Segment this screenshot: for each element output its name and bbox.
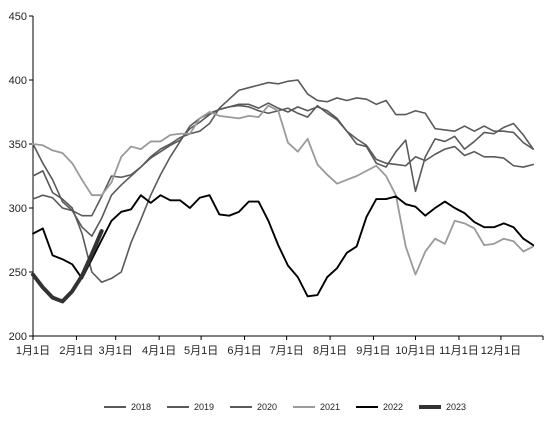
x-tick-label: 7月1日 — [270, 345, 304, 357]
series-line-2020 — [32, 104, 534, 284]
x-tick-label: 2月1日 — [59, 345, 93, 357]
y-tick-label: 450 — [9, 11, 27, 23]
x-tick-label: 10月1日 — [395, 345, 435, 357]
legend-label-2021: 2021 — [320, 402, 340, 412]
y-axis-ticks: 200 250 300 350 400 450 — [9, 11, 33, 343]
y-tick-label: 350 — [9, 139, 27, 151]
x-tick-label: 9月1日 — [356, 345, 390, 357]
x-tick-label: 6月1日 — [227, 345, 261, 357]
x-tick-label: 4月1日 — [142, 345, 176, 357]
legend-label-2023: 2023 — [446, 402, 466, 412]
x-tick-label: 12月1日 — [481, 345, 521, 357]
legend-label-2022: 2022 — [383, 402, 403, 412]
x-tick-label: 11月1日 — [439, 345, 479, 357]
series-lines — [31, 79, 535, 304]
legend: 2018 2019 2020 2021 2022 2023 — [104, 402, 466, 412]
x-tick-label: 8月1日 — [313, 345, 347, 357]
y-tick-label: 400 — [9, 75, 27, 87]
series-line-2022 — [32, 194, 535, 298]
x-tick-label: 3月1日 — [99, 345, 133, 357]
y-tick-label: 250 — [9, 267, 27, 279]
y-tick-label: 300 — [9, 203, 27, 215]
legend-label-2018: 2018 — [131, 402, 151, 412]
x-axis-ticks: 1月1日 2月1日 3月1日 4月1日 5月1日 6月1日 7月1日 8月1日 9月1日 10月1… — [16, 336, 544, 357]
x-tick-label: 5月1日 — [184, 345, 218, 357]
series-line-2021 — [32, 104, 535, 276]
axes — [32, 16, 543, 337]
legend-label-2020: 2020 — [257, 402, 277, 412]
series-line-2019 — [32, 102, 534, 217]
series-line-2023 — [31, 229, 104, 304]
legend-label-2019: 2019 — [194, 402, 214, 412]
x-tick-label: 1月1日 — [16, 345, 50, 357]
y-tick-label: 200 — [9, 331, 27, 343]
series-line-2018 — [32, 79, 534, 237]
